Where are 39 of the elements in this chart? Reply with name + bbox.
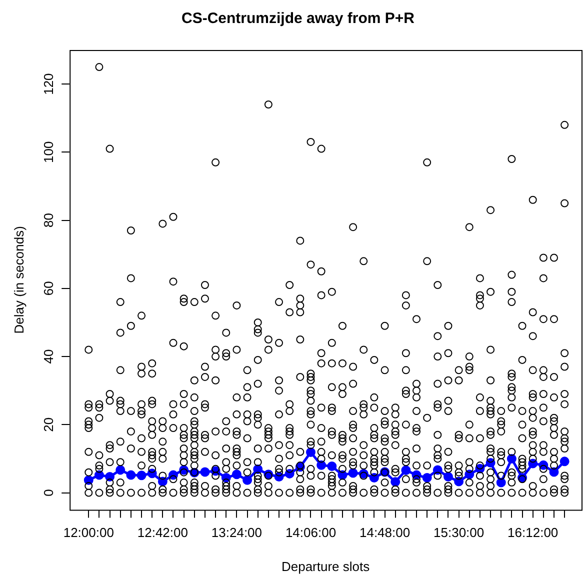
point xyxy=(338,470,348,480)
x-tick-label: 14:48:00 xyxy=(359,525,410,540)
x-tick-label: 14:06:00 xyxy=(285,525,336,540)
point xyxy=(242,475,252,485)
y-axis-title: Delay (in seconds) xyxy=(11,226,26,334)
point xyxy=(200,467,210,477)
point xyxy=(136,470,146,480)
y-tick-label: 60 xyxy=(41,281,56,296)
point xyxy=(327,461,337,471)
point xyxy=(84,475,94,485)
chart-title: CS-Centrumzijde away from P+R xyxy=(182,10,415,28)
point xyxy=(232,470,242,480)
point xyxy=(316,460,326,470)
x-tick-label: 16:12:00 xyxy=(508,525,558,540)
y-tick-label: 20 xyxy=(41,417,56,432)
y-tick-label: 100 xyxy=(41,141,56,164)
x-tick-label: 12:42:00 xyxy=(137,525,188,540)
x-tick-label: 15:30:00 xyxy=(434,525,484,540)
point xyxy=(496,478,506,488)
point xyxy=(560,456,570,466)
point xyxy=(253,464,263,474)
y-tick-label: 120 xyxy=(41,73,56,95)
point xyxy=(506,454,516,464)
point xyxy=(422,473,432,483)
point xyxy=(126,470,136,480)
point xyxy=(443,472,453,482)
y-tick-label: 80 xyxy=(41,213,56,228)
point xyxy=(549,467,559,477)
point xyxy=(94,470,104,480)
x-tick-label: 13:24:00 xyxy=(211,525,262,540)
point xyxy=(401,466,411,476)
point xyxy=(390,477,400,487)
y-tick-label: 40 xyxy=(41,349,56,364)
y-tick-label: 0 xyxy=(41,489,56,496)
point xyxy=(348,468,358,478)
x-tick-label: 12:00:00 xyxy=(63,525,114,540)
point xyxy=(306,447,316,457)
point xyxy=(116,465,126,475)
x-axis-title: Departure slots xyxy=(281,558,370,574)
